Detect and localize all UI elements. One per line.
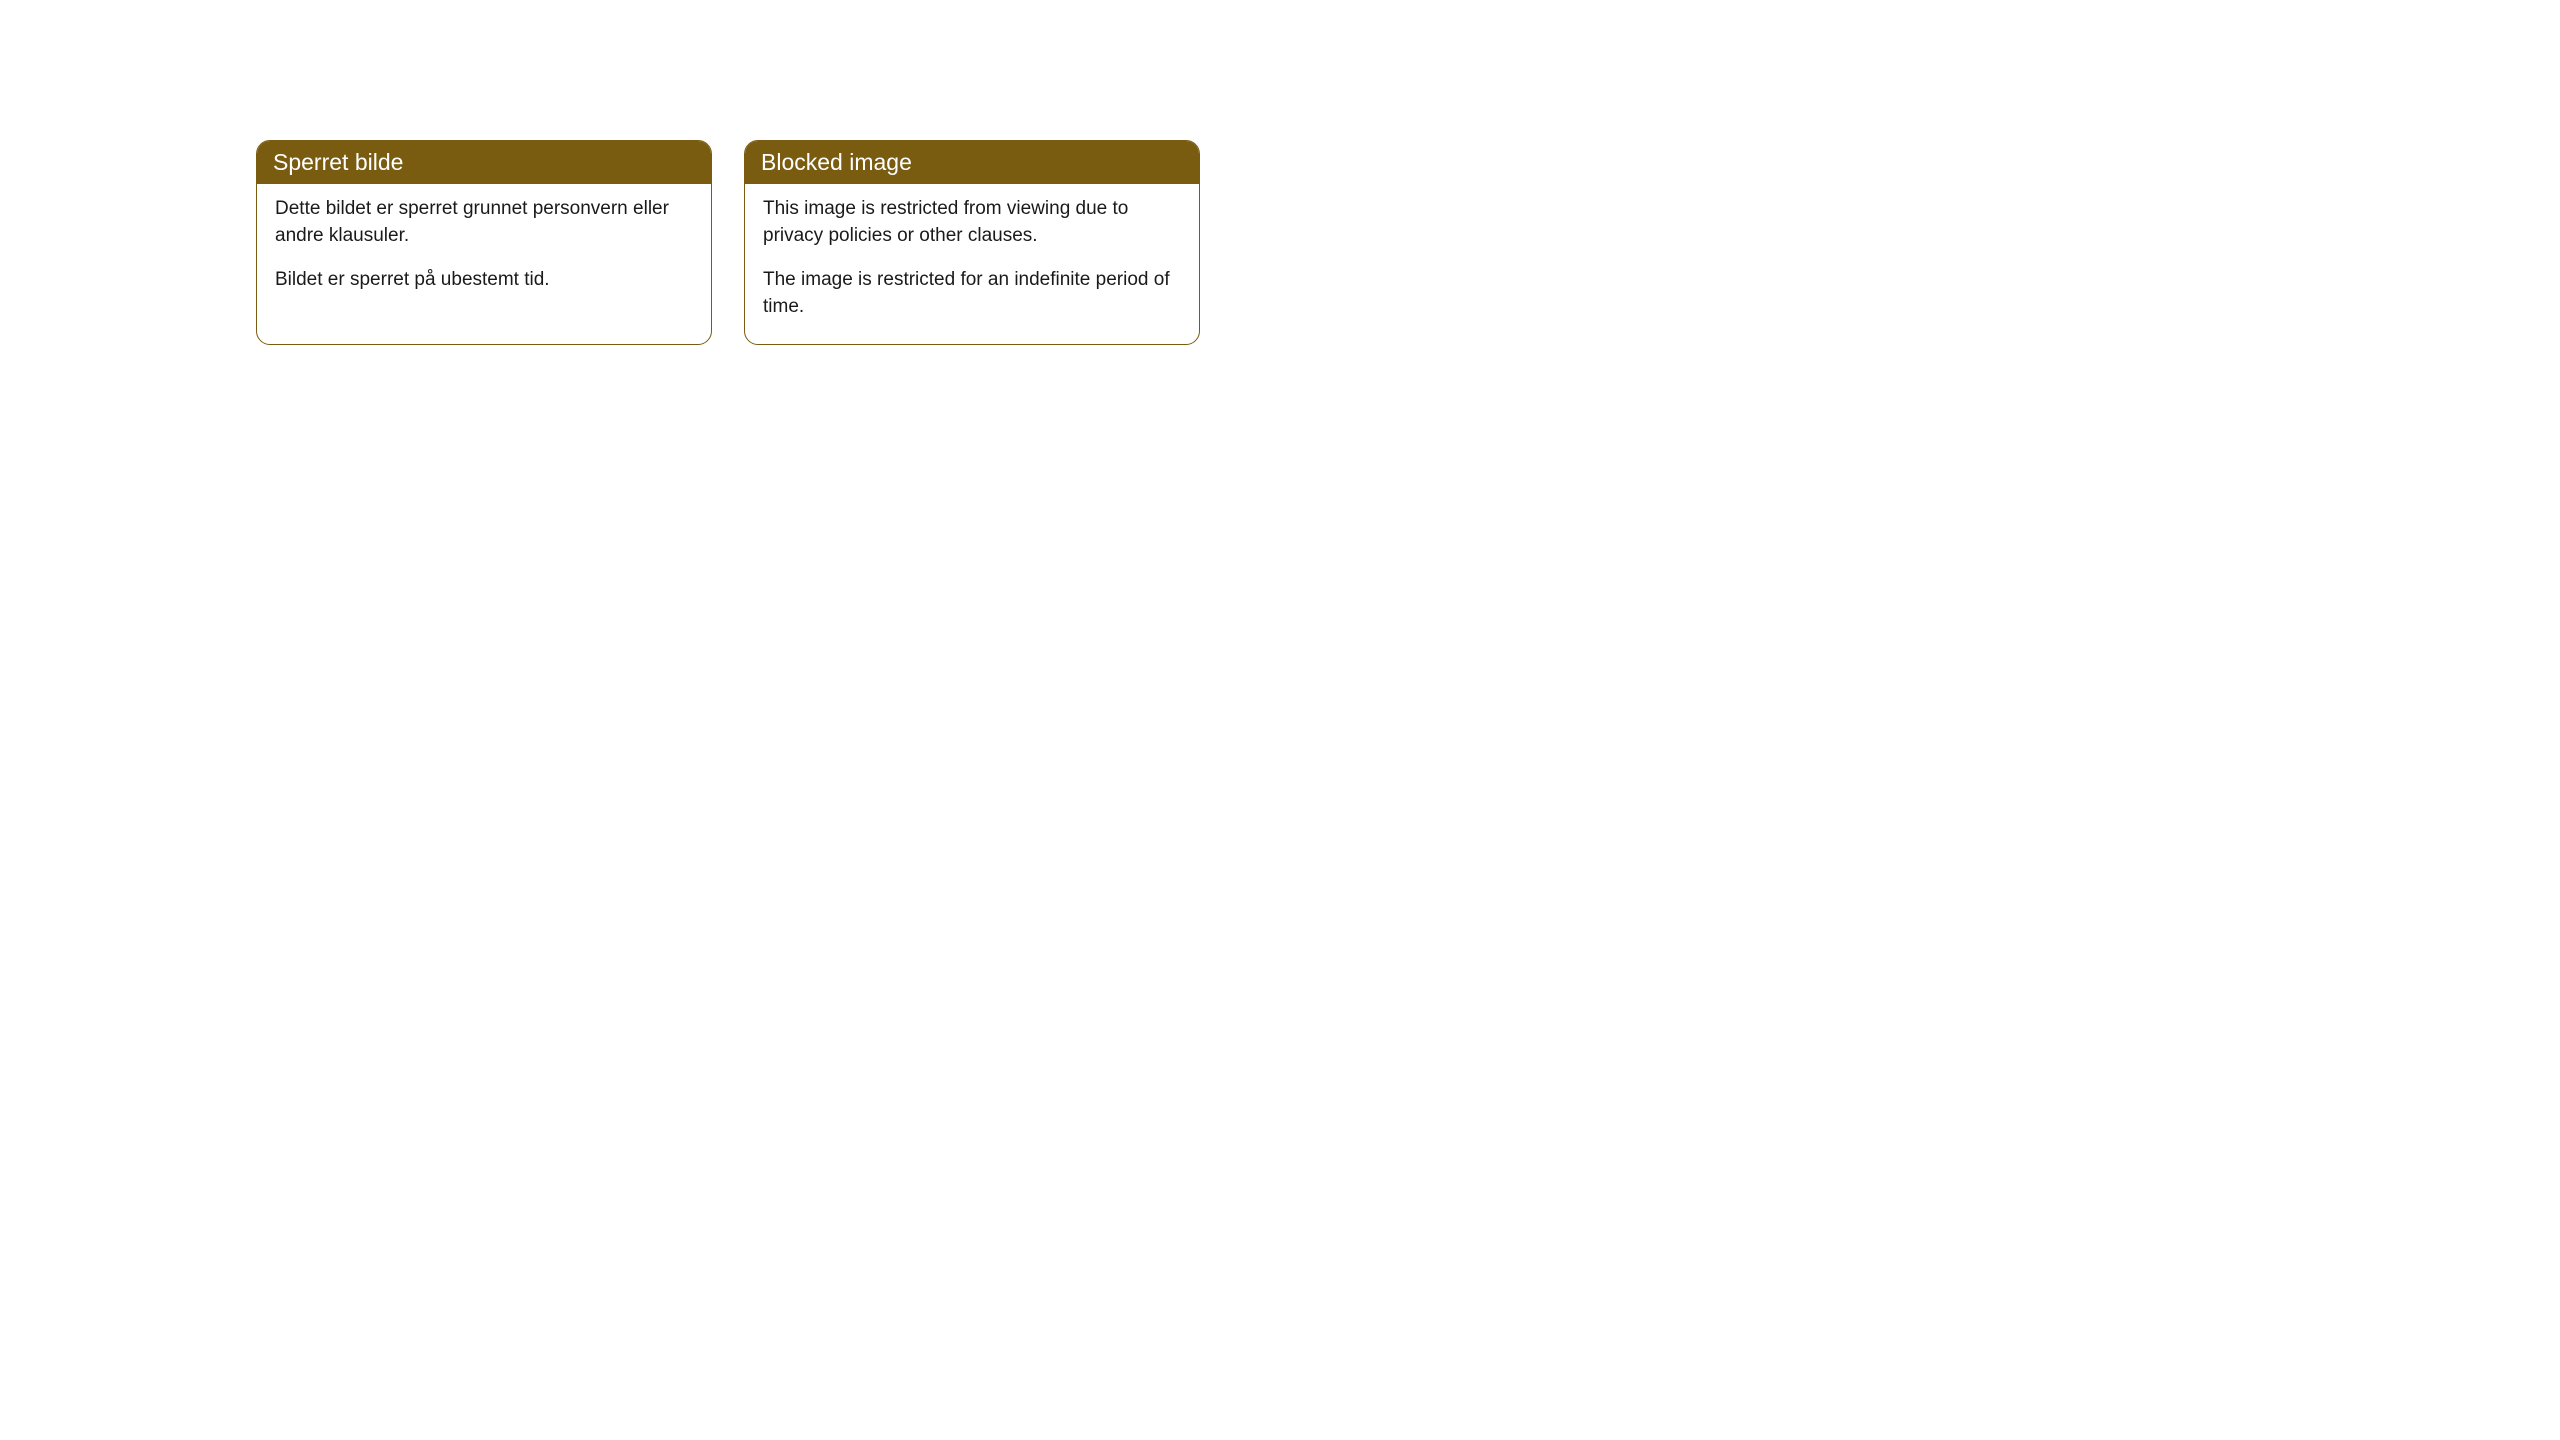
card-title: Blocked image [761,149,912,175]
notice-card-english: Blocked image This image is restricted f… [744,140,1200,345]
card-header: Blocked image [745,141,1199,184]
card-paragraph-2: The image is restricted for an indefinit… [763,267,1181,320]
card-header: Sperret bilde [257,141,711,184]
card-body: Dette bildet er sperret grunnet personve… [257,184,711,318]
card-paragraph-2: Bildet er sperret på ubestemt tid. [275,267,693,294]
notice-container: Sperret bilde Dette bildet er sperret gr… [0,140,2560,345]
card-paragraph-1: Dette bildet er sperret grunnet personve… [275,196,693,249]
card-body: This image is restricted from viewing du… [745,184,1199,344]
card-paragraph-1: This image is restricted from viewing du… [763,196,1181,249]
card-title: Sperret bilde [273,149,403,175]
notice-card-norwegian: Sperret bilde Dette bildet er sperret gr… [256,140,712,345]
